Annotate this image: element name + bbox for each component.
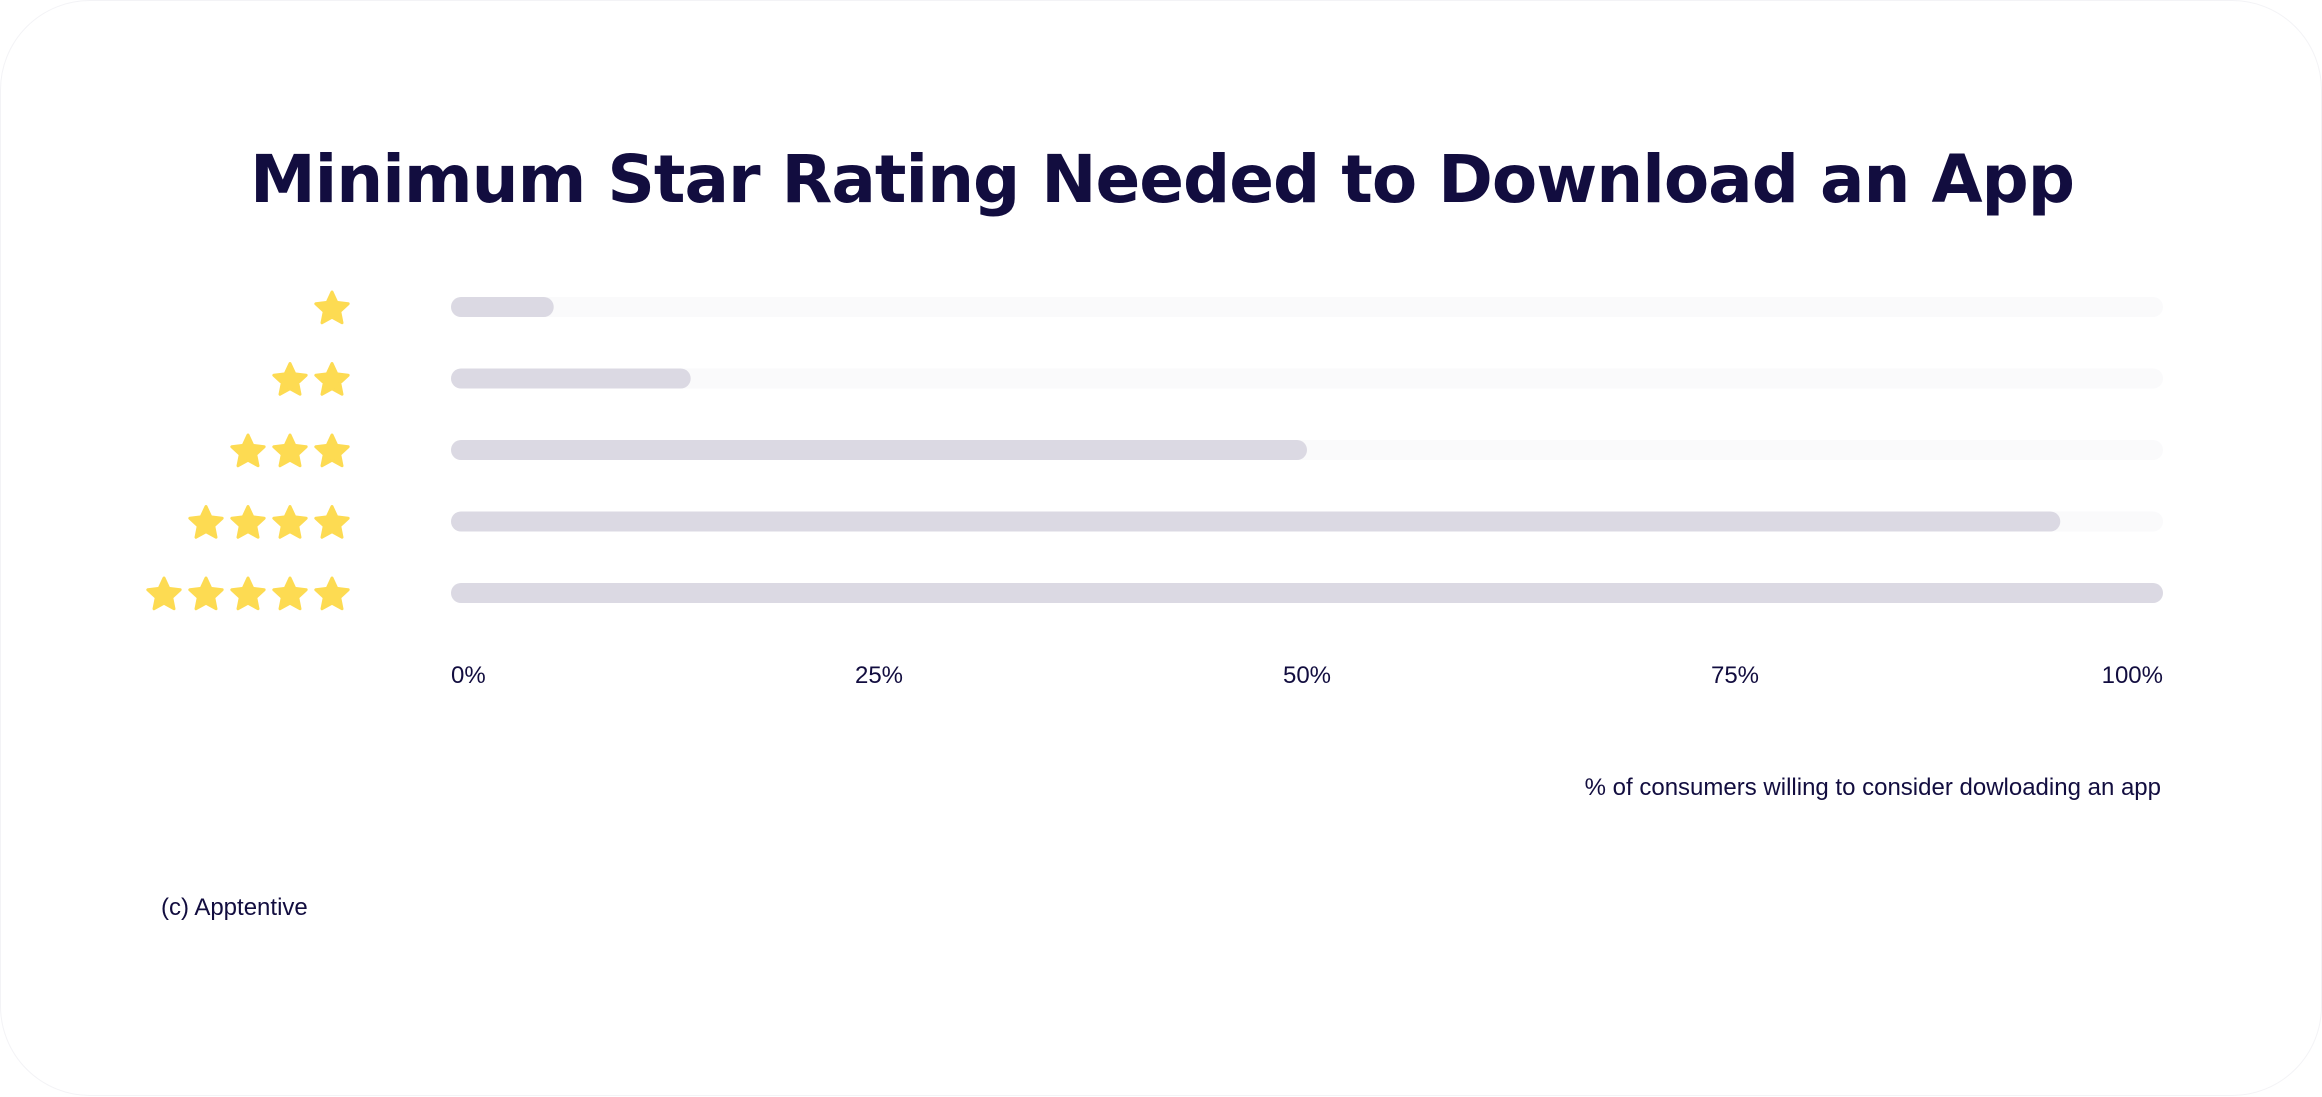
x-tick-label: 50% xyxy=(1283,662,1331,689)
x-axis-title: % of consumers willing to consider dowlo… xyxy=(1584,774,2161,801)
bar xyxy=(451,440,1307,460)
chart-title: Minimum Star Rating Needed to Download a… xyxy=(249,141,2075,218)
star-icon xyxy=(230,505,266,539)
star-icon xyxy=(314,505,350,539)
x-tick-label: 75% xyxy=(1711,662,1759,689)
bar-track xyxy=(451,368,2163,389)
star-icon xyxy=(230,433,266,468)
star-icon xyxy=(272,505,308,539)
star-icon xyxy=(272,576,308,611)
credit-text: (c) Apptentive xyxy=(161,894,308,921)
star-icon xyxy=(188,576,224,611)
star-icon xyxy=(314,433,350,468)
x-tick-label: 100% xyxy=(2102,662,2163,689)
star-icon xyxy=(146,576,182,611)
bar-track xyxy=(451,297,2163,317)
star-icon xyxy=(272,433,308,468)
star-icon xyxy=(314,576,350,611)
bar xyxy=(451,511,2061,532)
bar xyxy=(451,368,691,389)
star-icon xyxy=(188,505,224,539)
x-tick-label: 25% xyxy=(855,662,903,689)
star-icon xyxy=(230,576,266,611)
bar xyxy=(451,583,2163,603)
bar xyxy=(451,297,554,317)
star-icon xyxy=(314,362,350,396)
star-icon xyxy=(272,362,308,396)
star-icon xyxy=(314,290,350,325)
x-tick-label: 0% xyxy=(451,662,486,689)
